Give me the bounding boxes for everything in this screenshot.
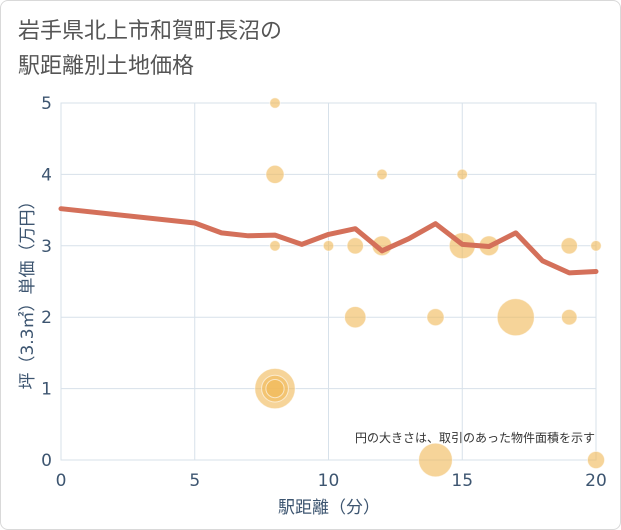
y-tick-label: 4 <box>41 165 52 185</box>
title-line-1: 岩手県北上市和賀町長沼の <box>18 19 283 44</box>
x-tick-label: 10 <box>318 471 340 491</box>
trend-line-layer <box>58 206 599 276</box>
grid-lines <box>60 102 597 461</box>
y-tick-label: 0 <box>41 451 52 471</box>
data-bubble <box>590 240 602 252</box>
x-axis-label: 駅距離（分） <box>278 498 380 518</box>
y-tick-label: 1 <box>41 380 52 400</box>
data-bubble <box>456 168 469 181</box>
bubble-layer <box>254 97 606 478</box>
x-tick-label: 20 <box>585 471 607 491</box>
axis-labels: 0 5 10 15 20 0 1 2 3 4 5 <box>41 94 607 491</box>
data-bubble <box>560 308 578 326</box>
data-bubble <box>322 240 335 252</box>
data-bubble <box>344 306 367 329</box>
average-price-line <box>58 206 599 276</box>
data-bubble <box>376 168 388 181</box>
y-axis-label: 坪（3.3㎡）単価（万円） <box>18 192 38 389</box>
title-line-2: 駅距離別土地価格 <box>18 54 195 79</box>
data-bubble <box>269 240 281 252</box>
bubble-size-note: 円の大きさは、取引のあった物件面積を示す <box>355 430 595 445</box>
x-tick-label: 5 <box>189 471 200 491</box>
data-bubble <box>418 442 453 478</box>
data-bubble <box>496 298 535 337</box>
y-tick-label: 5 <box>41 94 52 114</box>
chart-title: 岩手県北上市和賀町長沼の 駅距離別土地価格 <box>18 14 282 84</box>
x-tick-label: 0 <box>56 471 67 491</box>
data-bubble <box>265 379 285 399</box>
data-bubble <box>560 237 578 255</box>
data-bubble <box>269 97 281 109</box>
y-tick-label: 2 <box>41 308 52 328</box>
y-tick-label: 3 <box>41 237 52 257</box>
data-bubble <box>586 450 606 470</box>
x-tick-label: 15 <box>451 471 473 491</box>
data-bubble <box>426 308 445 327</box>
data-bubble <box>265 164 285 184</box>
data-bubble <box>346 237 364 255</box>
